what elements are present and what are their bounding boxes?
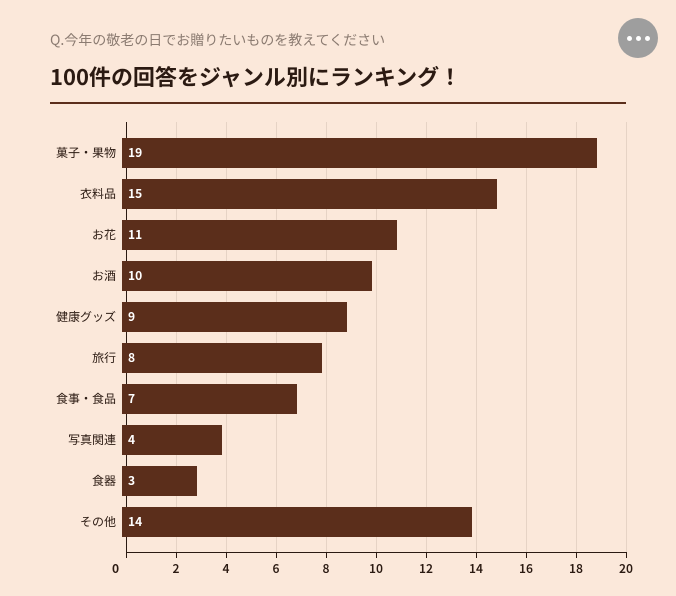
x-tick [526, 552, 527, 558]
bar-value: 3 [122, 472, 135, 489]
chart-title: 100件の回答をジャンル別にランキング！ [50, 60, 626, 92]
x-tick-label: 0 [112, 560, 119, 577]
title-underline [50, 102, 626, 104]
category-label: お花 [50, 226, 122, 243]
bar: 7 [122, 384, 297, 414]
bar-value: 15 [122, 185, 142, 202]
bar-value: 14 [122, 513, 142, 530]
x-tick [126, 552, 127, 558]
x-tick-label: 2 [173, 560, 180, 577]
x-tick-label: 10 [369, 560, 383, 577]
x-tick [376, 552, 377, 558]
category-label: 健康グッズ [50, 308, 122, 325]
bar-row: お酒10 [50, 255, 626, 296]
x-tick [426, 552, 427, 558]
bar-chart: 0 2468101214161820菓子・果物19衣料品15お花11お酒10健康… [50, 122, 626, 582]
category-label: お酒 [50, 267, 122, 284]
x-tick [226, 552, 227, 558]
bar-value: 11 [122, 226, 142, 243]
bar-row: お花11 [50, 214, 626, 255]
x-tick [626, 552, 627, 558]
bar-row: その他14 [50, 501, 626, 542]
x-tick-label: 20 [619, 560, 633, 577]
menu-button[interactable] [618, 18, 658, 58]
category-label: その他 [50, 513, 122, 530]
x-tick [276, 552, 277, 558]
category-label: 食器 [50, 472, 122, 489]
bar: 15 [122, 179, 497, 209]
bar-value: 8 [122, 349, 135, 366]
x-tick [326, 552, 327, 558]
bar-row: 衣料品15 [50, 173, 626, 214]
bar-value: 9 [122, 308, 135, 325]
bar-row: 食器3 [50, 460, 626, 501]
category-label: 旅行 [50, 349, 122, 366]
page-root: Q.今年の敬老の日でお贈りたいものを教えてください 100件の回答をジャンル別に… [0, 0, 676, 596]
ellipsis-icon [645, 36, 650, 41]
ellipsis-icon [627, 36, 632, 41]
bar: 10 [122, 261, 372, 291]
bar-row: 健康グッズ9 [50, 296, 626, 337]
ellipsis-icon [636, 36, 641, 41]
x-tick-label: 14 [469, 560, 483, 577]
category-label: 衣料品 [50, 185, 122, 202]
bar-row: 写真関連4 [50, 419, 626, 460]
x-tick-label: 6 [273, 560, 280, 577]
bar-row: 食事・食品7 [50, 378, 626, 419]
bar: 11 [122, 220, 397, 250]
bar: 14 [122, 507, 472, 537]
bar: 9 [122, 302, 347, 332]
category-label: 菓子・果物 [50, 144, 122, 161]
x-tick [576, 552, 577, 558]
category-label: 写真関連 [50, 431, 122, 448]
bar-value: 10 [122, 267, 142, 284]
x-tick-label: 18 [569, 560, 583, 577]
x-tick-label: 4 [223, 560, 230, 577]
bar-row: 菓子・果物19 [50, 132, 626, 173]
bar: 8 [122, 343, 322, 373]
grid-line [626, 122, 627, 552]
survey-question: Q.今年の敬老の日でお贈りたいものを教えてください [50, 30, 626, 50]
x-tick-label: 8 [323, 560, 330, 577]
x-tick [176, 552, 177, 558]
category-label: 食事・食品 [50, 390, 122, 407]
bar: 4 [122, 425, 222, 455]
bar: 19 [122, 138, 597, 168]
x-tick-label: 16 [519, 560, 533, 577]
x-tick-label: 12 [419, 560, 433, 577]
x-tick [476, 552, 477, 558]
bar-row: 旅行8 [50, 337, 626, 378]
bar-value: 19 [122, 144, 142, 161]
bar-value: 4 [122, 431, 135, 448]
bar: 3 [122, 466, 197, 496]
bar-value: 7 [122, 390, 135, 407]
